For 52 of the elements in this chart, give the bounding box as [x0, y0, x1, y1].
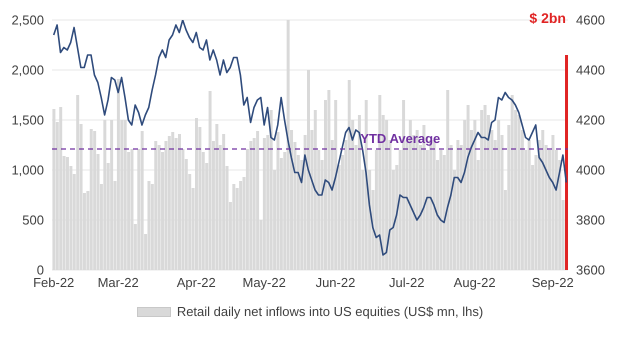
bar	[194, 118, 198, 270]
bar	[446, 90, 450, 270]
bar	[348, 80, 351, 270]
y-tick-label: 0	[36, 262, 44, 278]
bar	[140, 131, 144, 270]
bar	[256, 131, 260, 270]
bar	[130, 149, 134, 270]
y-tick-label: 1,500	[11, 112, 44, 128]
y-tick-label: 1,000	[11, 162, 44, 178]
bar	[208, 91, 212, 270]
y-tick-label: 2,500	[11, 12, 44, 28]
bar	[307, 70, 310, 270]
bar	[286, 20, 290, 270]
bar	[59, 107, 62, 270]
bar	[565, 55, 568, 270]
bar	[456, 140, 460, 270]
bar	[76, 95, 80, 270]
x-tick-label: Sep-22	[532, 275, 574, 290]
y-tick-label: 2,000	[11, 62, 44, 78]
bar	[276, 132, 280, 270]
bar	[116, 79, 120, 270]
bar	[270, 110, 273, 270]
bar	[262, 138, 266, 270]
y2-tick-label: 3800	[576, 212, 605, 228]
x-tick-label: Jul-22	[389, 275, 424, 290]
bar	[90, 129, 93, 270]
x-tick-label: May-22	[242, 275, 286, 290]
y2-tick-label: 4000	[576, 162, 605, 178]
bar	[103, 120, 106, 270]
bar	[541, 130, 544, 270]
bar	[314, 110, 317, 270]
y2-tick-label: 3600	[576, 262, 605, 278]
bar	[154, 141, 158, 270]
annotation: $ 2bn	[529, 10, 566, 26]
bar	[334, 100, 338, 270]
x-tick-label: Feb-22	[33, 275, 74, 290]
bar	[358, 115, 361, 270]
x-tick-label: Aug-22	[454, 275, 496, 290]
bar	[52, 109, 56, 270]
y2-tick-label: 4200	[576, 112, 605, 128]
legend-label: Retail daily net inflows into US equities (US$ mn, lhs)	[176, 304, 484, 319]
y2-tick-label: 4600	[576, 12, 605, 28]
x-tick-label: Apr-22	[176, 275, 216, 290]
bar	[110, 120, 114, 270]
bar	[473, 120, 476, 270]
x-tick-label: Jun-22	[316, 275, 356, 290]
y2-tick-label: 4400	[576, 62, 605, 78]
y-tick-label: 500	[22, 212, 44, 228]
bar	[147, 181, 150, 270]
bar	[466, 105, 470, 270]
bar	[327, 90, 330, 270]
x-tick-label: Mar-22	[98, 275, 139, 290]
